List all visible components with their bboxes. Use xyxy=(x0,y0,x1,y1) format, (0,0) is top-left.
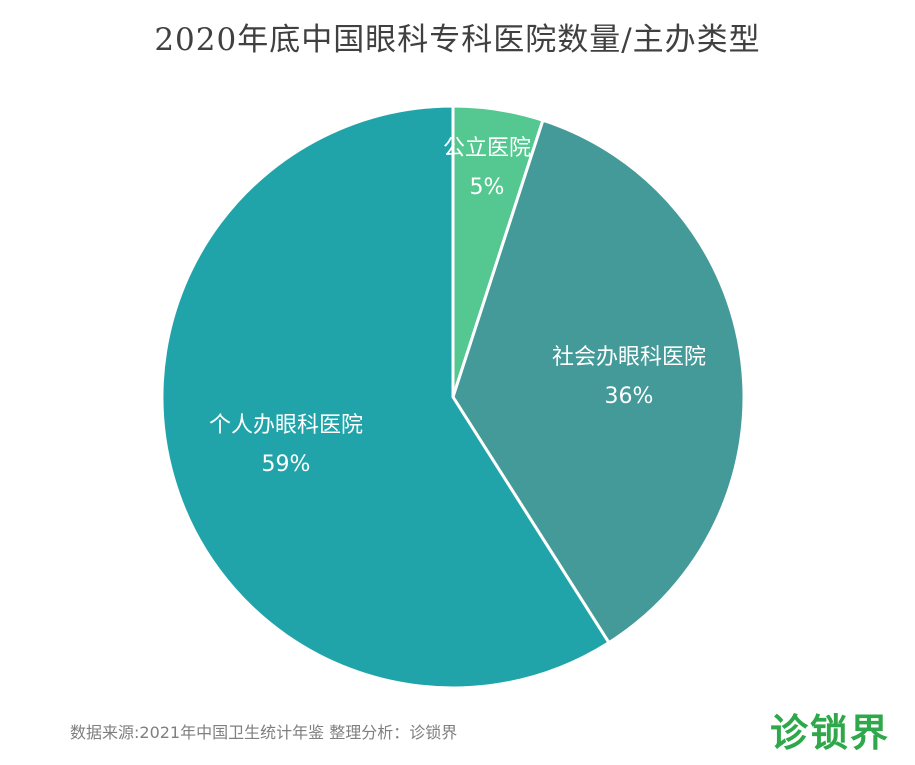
slice-label-value-1: 5% xyxy=(470,175,505,200)
pie-slice-3 xyxy=(160,104,611,690)
slice-label-value-3: 59% xyxy=(262,452,311,477)
pie-slice-2 xyxy=(451,118,746,645)
slice-label-name-3: 个人办眼科医院 xyxy=(209,413,363,438)
slice-label-name-1: 公立医院 xyxy=(443,136,531,161)
pie-slices xyxy=(160,104,746,690)
slice-label-name-2: 社会办眼科医院 xyxy=(552,345,706,370)
brand-logo: 诊锁界 xyxy=(770,711,891,755)
chart-title: 2020年底中国眼科专科医院数量/主办类型 xyxy=(154,22,761,58)
slice-label-value-2: 36% xyxy=(605,384,654,409)
pie-labels: 公立医院 5% 社会办眼科医院 36% 个人办眼科医院 59% xyxy=(209,136,706,477)
source-note: 数据来源:2021年中国卫生统计年鉴 整理分析：诊锁界 xyxy=(70,723,458,742)
